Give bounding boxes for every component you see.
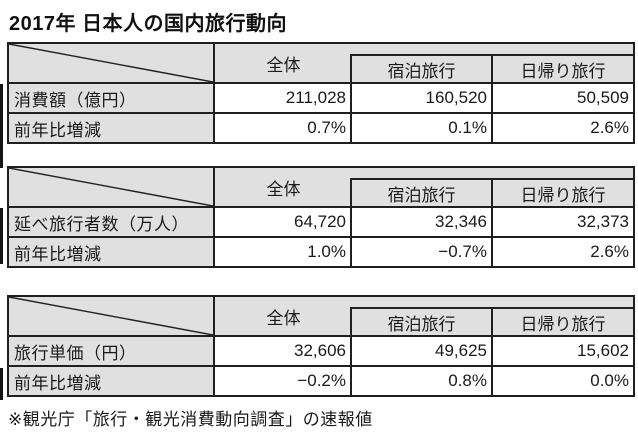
value-overnight: 32,346 [352, 208, 493, 236]
diagonal-corner-cell [9, 297, 215, 335]
source-footnote: ※観光庁「旅行・観光消費動向調査」の速報値 [8, 410, 373, 429]
value-all: 211,028 [215, 84, 352, 112]
row-label: 延べ旅行者数（万人） [9, 208, 215, 236]
value-all: 1.0% [215, 238, 352, 266]
row-label: 前年比増減 [9, 367, 215, 395]
value-daytrip: 2.6% [493, 114, 633, 142]
table-header: 全体 宿泊旅行 日帰り旅行 [9, 168, 633, 206]
value-overnight: 0.8% [352, 367, 493, 395]
header-columns: 全体 宿泊旅行 日帰り旅行 [215, 168, 633, 206]
row-label: 前年比増減 [9, 114, 215, 142]
column-header-daytrip: 日帰り旅行 [491, 54, 633, 82]
table-row: 延べ旅行者数（万人） 64,720 32,346 32,373 [9, 206, 633, 236]
value-all: 32,606 [215, 337, 352, 365]
table-row: 前年比増減 1.0% −0.7% 2.6% [9, 236, 633, 266]
diagonal-line-icon [9, 297, 213, 335]
value-overnight: 0.1% [352, 114, 493, 142]
diagonal-corner-cell [9, 168, 215, 206]
table-row: 旅行単価（円） 32,606 49,625 15,602 [9, 335, 633, 365]
scan-artifact-bar [0, 84, 3, 168]
value-overnight: 160,520 [352, 84, 493, 112]
row-label: 前年比増減 [9, 238, 215, 266]
value-overnight: 49,625 [352, 337, 493, 365]
column-header-all: 全体 [266, 179, 301, 199]
table-row: 前年比増減 0.7% 0.1% 2.6% [9, 112, 633, 142]
column-header-daytrip: 日帰り旅行 [491, 178, 633, 206]
column-header-overnight: 宿泊旅行 [350, 307, 491, 335]
column-header-all: 全体 [266, 308, 301, 328]
value-all: 0.7% [215, 114, 352, 142]
table-row: 消費額（億円） 211,028 160,520 50,509 [9, 82, 633, 112]
scan-artifact-bar [0, 368, 3, 400]
value-daytrip: 0.0% [493, 367, 633, 395]
column-header-overnight: 宿泊旅行 [350, 54, 491, 82]
table-consumption: 全体 宿泊旅行 日帰り旅行 消費額（億円） 211,028 160,520 50… [7, 42, 635, 144]
row-label: 旅行単価（円） [9, 337, 215, 365]
diagonal-corner-cell [9, 44, 215, 82]
column-header-daytrip: 日帰り旅行 [491, 307, 633, 335]
value-all: 64,720 [215, 208, 352, 236]
header-columns: 全体 宿泊旅行 日帰り旅行 [215, 297, 633, 335]
table-header: 全体 宿泊旅行 日帰り旅行 [9, 297, 633, 335]
page-title: 2017年 日本人の国内旅行動向 [9, 13, 288, 35]
header-columns: 全体 宿泊旅行 日帰り旅行 [215, 44, 633, 82]
value-daytrip: 2.6% [493, 238, 633, 266]
row-label: 消費額（億円） [9, 84, 215, 112]
column-header-all: 全体 [266, 55, 301, 75]
value-overnight: −0.7% [352, 238, 493, 266]
scan-artifact-bar [0, 208, 3, 264]
table-unit-price: 全体 宿泊旅行 日帰り旅行 旅行単価（円） 32,606 49,625 15,6… [7, 295, 635, 397]
table-header: 全体 宿泊旅行 日帰り旅行 [9, 44, 633, 82]
value-daytrip: 15,602 [493, 337, 633, 365]
column-header-overnight: 宿泊旅行 [350, 178, 491, 206]
table-travelers: 全体 宿泊旅行 日帰り旅行 延べ旅行者数（万人） 64,720 32,346 3… [7, 166, 635, 268]
diagonal-line-icon [9, 44, 213, 82]
value-all: −0.2% [215, 367, 352, 395]
table-row: 前年比増減 −0.2% 0.8% 0.0% [9, 365, 633, 395]
value-daytrip: 50,509 [493, 84, 633, 112]
diagonal-line-icon [9, 168, 213, 206]
value-daytrip: 32,373 [493, 208, 633, 236]
